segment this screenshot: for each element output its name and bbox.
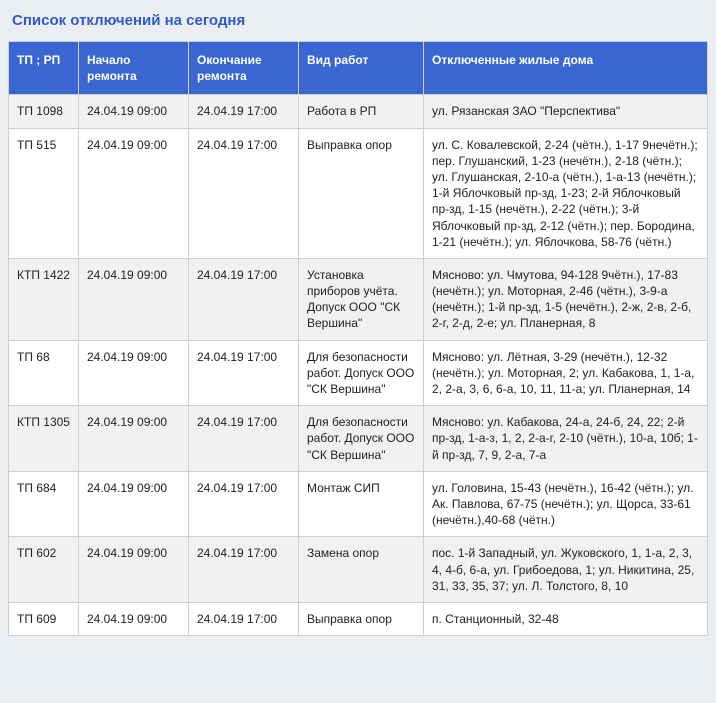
table-row: КТП 142224.04.19 09:0024.04.19 17:00Уста… [9,258,708,340]
cell-work: Выправка опор [299,128,424,258]
cell-end: 24.04.19 17:00 [189,258,299,340]
cell-end: 24.04.19 17:00 [189,95,299,128]
cell-work: Замена опор [299,537,424,603]
page-title: Список отключений на сегодня [8,8,708,41]
cell-work: Монтаж СИП [299,471,424,537]
cell-end: 24.04.19 17:00 [189,406,299,472]
cell-tp: ТП 515 [9,128,79,258]
cell-tp: ТП 602 [9,537,79,603]
cell-start: 24.04.19 09:00 [79,602,189,635]
col-header-tp: ТП ; РП [9,42,79,95]
cell-houses: ул. С. Ковалевской, 2-24 (чётн.), 1-17 9… [424,128,708,258]
table-row: ТП 51524.04.19 09:0024.04.19 17:00Выправ… [9,128,708,258]
cell-work: Для безопасности работ. Допуск ООО "СК В… [299,340,424,406]
table-row: ТП 60224.04.19 09:0024.04.19 17:00Замена… [9,537,708,603]
col-header-work: Вид работ [299,42,424,95]
table-row: КТП 130524.04.19 09:0024.04.19 17:00Для … [9,406,708,472]
cell-work: Установка приборов учёта. Допуск ООО "СК… [299,258,424,340]
table-row: ТП 60924.04.19 09:0024.04.19 17:00Выправ… [9,602,708,635]
cell-start: 24.04.19 09:00 [79,340,189,406]
cell-end: 24.04.19 17:00 [189,340,299,406]
cell-tp: ТП 1098 [9,95,79,128]
cell-start: 24.04.19 09:00 [79,406,189,472]
cell-tp: ТП 684 [9,471,79,537]
table-row: ТП 68424.04.19 09:0024.04.19 17:00Монтаж… [9,471,708,537]
col-header-start: Начало ремонта [79,42,189,95]
cell-end: 24.04.19 17:00 [189,537,299,603]
cell-start: 24.04.19 09:00 [79,537,189,603]
cell-start: 24.04.19 09:00 [79,95,189,128]
cell-tp: ТП 609 [9,602,79,635]
cell-houses: Мясново: ул. Кабакова, 24-а, 24-б, 24, 2… [424,406,708,472]
table-row: ТП 109824.04.19 09:0024.04.19 17:00Работ… [9,95,708,128]
cell-end: 24.04.19 17:00 [189,602,299,635]
cell-start: 24.04.19 09:00 [79,471,189,537]
cell-houses: ул. Головина, 15-43 (нечётн.), 16-42 (чё… [424,471,708,537]
cell-tp: КТП 1305 [9,406,79,472]
cell-houses: пос. 1-й Западный, ул. Жуковского, 1, 1-… [424,537,708,603]
cell-tp: КТП 1422 [9,258,79,340]
cell-tp: ТП 68 [9,340,79,406]
outages-table: ТП ; РП Начало ремонта Окончание ремонта… [8,41,708,636]
cell-start: 24.04.19 09:00 [79,128,189,258]
cell-houses: Мясново: ул. Лётная, 3-29 (нечётн.), 12-… [424,340,708,406]
col-header-houses: Отключенные жилые дома [424,42,708,95]
cell-end: 24.04.19 17:00 [189,471,299,537]
cell-houses: Мясново: ул. Чмутова, 94-128 9чётн.), 17… [424,258,708,340]
col-header-end: Окончание ремонта [189,42,299,95]
cell-work: Для безопасности работ. Допуск ООО "СК В… [299,406,424,472]
cell-houses: п. Станционный, 32-48 [424,602,708,635]
table-row: ТП 6824.04.19 09:0024.04.19 17:00Для без… [9,340,708,406]
cell-work: Выправка опор [299,602,424,635]
cell-work: Работа в РП [299,95,424,128]
table-header-row: ТП ; РП Начало ремонта Окончание ремонта… [9,42,708,95]
cell-end: 24.04.19 17:00 [189,128,299,258]
cell-houses: ул. Рязанская ЗАО "Перспектива" [424,95,708,128]
cell-start: 24.04.19 09:00 [79,258,189,340]
